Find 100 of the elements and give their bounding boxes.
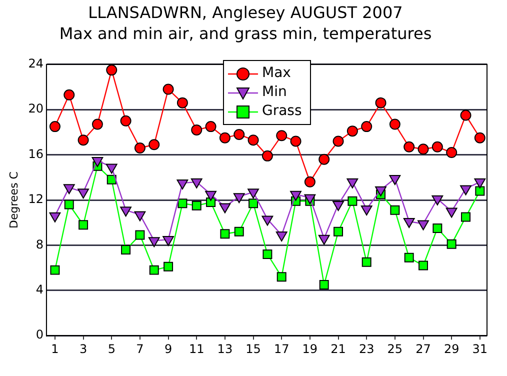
point bbox=[219, 203, 231, 214]
point bbox=[135, 230, 145, 240]
point bbox=[78, 134, 89, 146]
point bbox=[92, 156, 104, 167]
point bbox=[262, 216, 274, 226]
point bbox=[361, 121, 372, 132]
point bbox=[92, 118, 103, 130]
point bbox=[362, 257, 372, 267]
point bbox=[332, 136, 344, 147]
chart-title: LLANSADWRN, Anglesey AUGUST 2007 bbox=[88, 2, 403, 22]
point bbox=[446, 239, 456, 249]
point bbox=[78, 220, 88, 230]
point bbox=[446, 147, 458, 158]
y-tick-label: 8 bbox=[36, 237, 44, 252]
point bbox=[346, 178, 358, 188]
point bbox=[404, 252, 414, 262]
point bbox=[432, 141, 443, 152]
point bbox=[346, 126, 358, 137]
point bbox=[205, 121, 216, 132]
point bbox=[304, 176, 316, 188]
point bbox=[121, 244, 131, 254]
point bbox=[461, 212, 470, 222]
point bbox=[418, 144, 429, 155]
point bbox=[290, 136, 302, 147]
y-tick-label: 20 bbox=[28, 102, 44, 116]
point bbox=[178, 198, 188, 208]
point bbox=[149, 265, 159, 275]
point bbox=[389, 175, 401, 186]
x-tick-label: 7 bbox=[136, 342, 144, 356]
x-tick-label: 15 bbox=[246, 342, 261, 356]
point bbox=[248, 188, 259, 199]
point bbox=[318, 154, 330, 165]
y-tick-label: 12 bbox=[28, 192, 44, 206]
point bbox=[191, 124, 202, 136]
point bbox=[404, 141, 415, 152]
x-tick-label: 19 bbox=[302, 342, 318, 356]
point bbox=[276, 130, 288, 142]
point bbox=[106, 164, 118, 174]
point bbox=[120, 206, 132, 217]
point bbox=[474, 178, 486, 188]
point bbox=[418, 260, 428, 270]
point bbox=[106, 174, 116, 184]
point bbox=[432, 224, 442, 233]
point bbox=[64, 89, 75, 100]
point bbox=[148, 237, 160, 248]
point bbox=[446, 208, 458, 218]
point bbox=[176, 97, 188, 108]
point bbox=[219, 132, 230, 144]
point bbox=[432, 195, 444, 206]
point bbox=[460, 110, 472, 121]
point bbox=[50, 265, 60, 275]
point bbox=[176, 180, 188, 190]
point bbox=[290, 190, 302, 201]
point bbox=[390, 205, 400, 215]
x-tick-label: 25 bbox=[387, 342, 403, 356]
point bbox=[248, 198, 258, 208]
point bbox=[318, 234, 330, 245]
point bbox=[475, 186, 485, 196]
point bbox=[162, 84, 174, 95]
point bbox=[164, 262, 174, 272]
point bbox=[276, 272, 286, 282]
point bbox=[233, 193, 245, 204]
x-tick-label: 21 bbox=[330, 342, 346, 356]
x-tick-label: 23 bbox=[358, 342, 374, 356]
point bbox=[78, 188, 89, 199]
chart-subtitle: Max and min air, and grass min, temperatures bbox=[59, 24, 432, 43]
point bbox=[375, 97, 386, 108]
point bbox=[220, 229, 230, 239]
point bbox=[262, 150, 273, 162]
point bbox=[162, 236, 174, 246]
point bbox=[418, 220, 429, 230]
point bbox=[134, 211, 146, 222]
point bbox=[332, 201, 344, 212]
x-tick-label: 5 bbox=[108, 342, 116, 356]
x-tick-label: 29 bbox=[444, 342, 460, 356]
x-tick-label: 13 bbox=[217, 342, 233, 356]
point bbox=[334, 226, 344, 236]
point bbox=[64, 200, 74, 210]
y-tick-label: 0 bbox=[36, 328, 44, 342]
point bbox=[389, 118, 400, 130]
point bbox=[248, 134, 259, 146]
point bbox=[63, 184, 75, 194]
y-tick-label: 24 bbox=[28, 56, 44, 71]
point bbox=[319, 280, 329, 290]
point bbox=[148, 139, 160, 150]
point bbox=[205, 190, 216, 201]
point bbox=[234, 128, 245, 140]
x-tick-label: 17 bbox=[274, 342, 290, 356]
x-tick-label: 31 bbox=[472, 342, 488, 356]
x-tick-label: 27 bbox=[416, 342, 431, 356]
point bbox=[375, 186, 386, 196]
point bbox=[190, 178, 202, 188]
y-axis-title: Degrees C bbox=[7, 171, 20, 228]
y-tick-label: 4 bbox=[36, 282, 44, 297]
point bbox=[276, 232, 288, 242]
x-tick-label: 11 bbox=[188, 342, 204, 356]
y-tick-label: 16 bbox=[28, 146, 44, 161]
point bbox=[460, 185, 472, 196]
point bbox=[474, 132, 486, 144]
x-tick-label: 1 bbox=[51, 342, 59, 356]
